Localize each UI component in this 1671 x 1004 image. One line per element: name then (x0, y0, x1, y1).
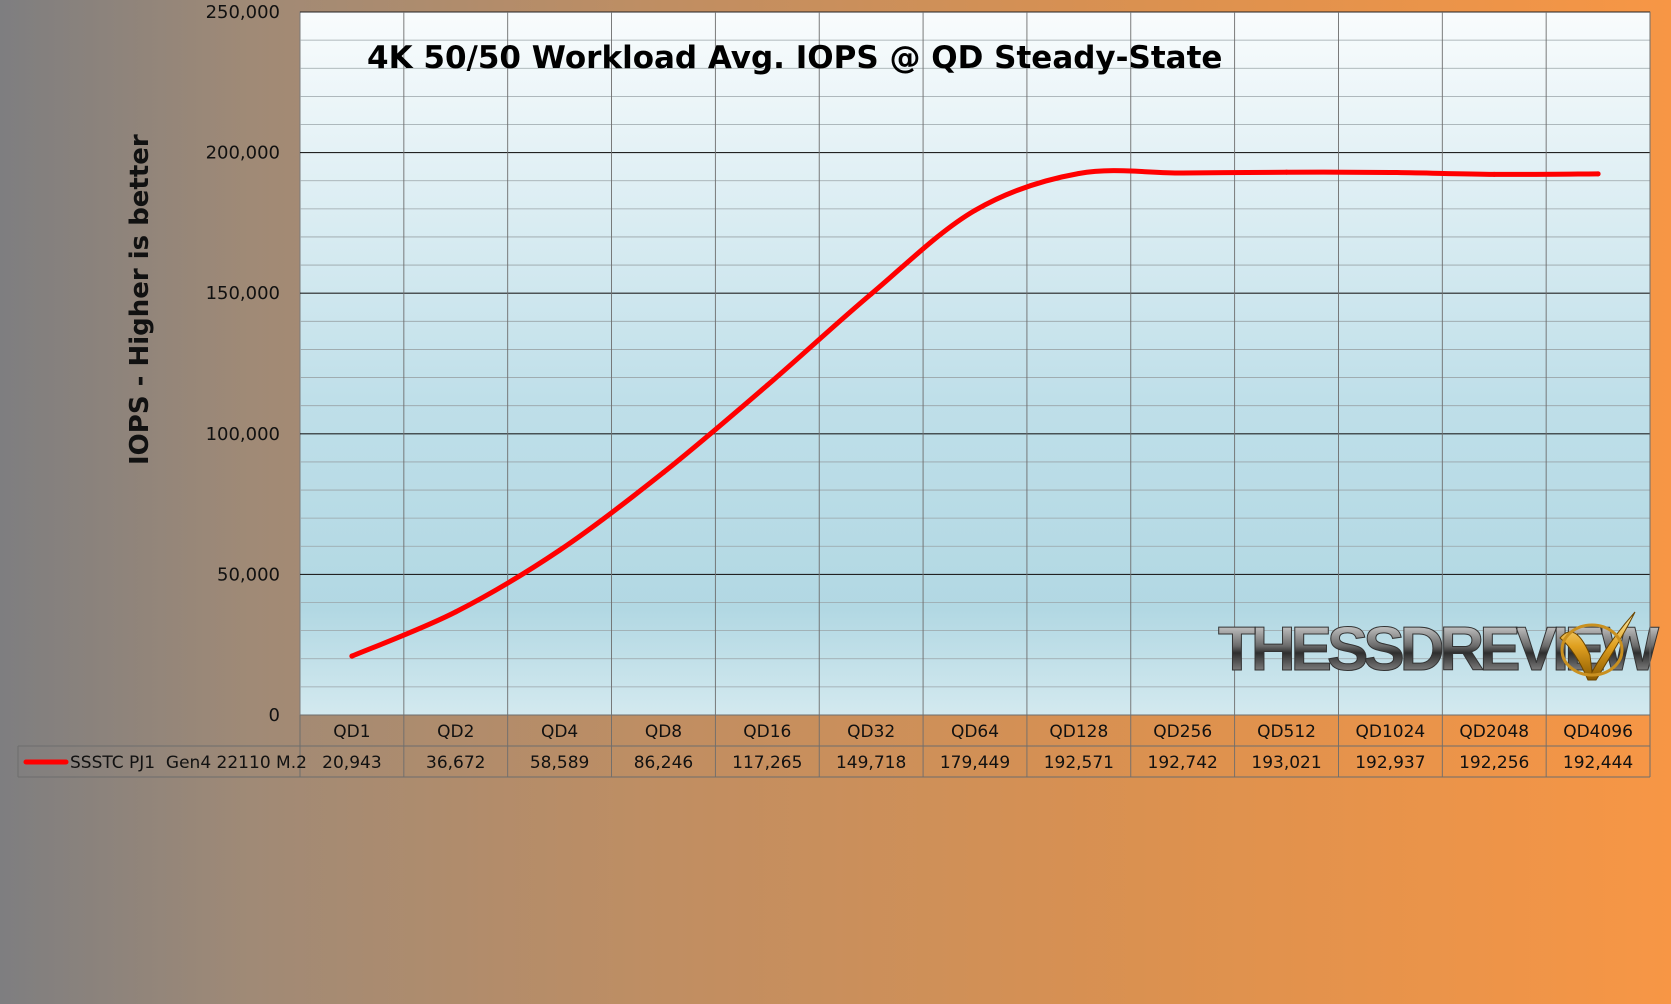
data-point (660, 469, 666, 475)
data-value-cell: 36,672 (426, 753, 485, 773)
x-category-label: QD16 (743, 722, 791, 742)
data-value-cell: 192,571 (1044, 753, 1114, 773)
data-value-cell: 192,256 (1459, 753, 1529, 773)
x-category-label: QD256 (1153, 722, 1212, 742)
grid-minor (300, 39, 1650, 688)
y-tick-label: 200,000 (206, 143, 280, 164)
x-category-label: QD1024 (1356, 722, 1426, 742)
data-value-cell: 192,742 (1148, 753, 1218, 773)
x-category-label: QD32 (847, 722, 895, 742)
x-category-label: QD4 (541, 722, 578, 742)
x-category-label: QD8 (645, 722, 682, 742)
x-category-label: QD64 (951, 722, 999, 742)
data-point (349, 653, 355, 659)
data-value-cell: 193,021 (1251, 753, 1321, 773)
data-point (1180, 170, 1186, 176)
chart-title: 4K 50/50 Workload Avg. IOPS @ QD Steady-… (367, 40, 1222, 76)
y-tick-label: 150,000 (206, 283, 280, 304)
watermark-logo: THESSDREVIEW (1218, 611, 1665, 685)
data-point (972, 207, 978, 213)
y-axis-title: IOPS - Higher is better (125, 134, 155, 465)
data-point (1284, 169, 1290, 175)
data-value-cell: 149,718 (836, 753, 906, 773)
plot-area (299, 11, 1651, 716)
data-value-cell: 192,937 (1355, 753, 1425, 773)
series-name: SSSTC PJ1 Gen4 22110 M.2 (70, 753, 307, 773)
x-category-label: QD4096 (1563, 722, 1633, 742)
data-value-cell: 192,444 (1563, 753, 1633, 773)
data-point (764, 382, 770, 388)
y-axis-ticks: 0 50,000 100,000 150,000 200,000 250,000 (206, 2, 280, 726)
data-point (1076, 170, 1082, 176)
checkmark-icon (1559, 611, 1636, 681)
x-category-label: QD1 (333, 722, 370, 742)
data-point (868, 291, 874, 297)
data-point (1595, 171, 1601, 177)
x-category-label: QD512 (1257, 722, 1316, 742)
y-tick-label: 0 (269, 705, 280, 726)
data-table: QD1 QD2 QD4 QD8 QD16 QD32 QD64 QD128 QD256 QD512 Q… (17, 12, 1651, 778)
y-tick-label: 50,000 (217, 564, 280, 585)
data-point (557, 547, 563, 553)
x-category-label: QD2 (437, 722, 474, 742)
x-category-label: QD128 (1049, 722, 1108, 742)
data-value-cell: 179,449 (940, 753, 1010, 773)
y-tick-label: 250,000 (206, 2, 280, 23)
y-tick-label: 100,000 (206, 424, 280, 445)
data-value-cell: 20,943 (322, 753, 381, 773)
data-point (1491, 171, 1497, 177)
grid-vertical (403, 12, 1547, 777)
series-points (349, 169, 1601, 659)
x-category-label: QD2048 (1459, 722, 1529, 742)
data-value-cell: 86,246 (634, 753, 693, 773)
data-point (453, 609, 459, 615)
data-point (1387, 169, 1393, 175)
data-value-cell: 58,589 (530, 753, 589, 773)
data-value-cell: 117,265 (732, 753, 802, 773)
